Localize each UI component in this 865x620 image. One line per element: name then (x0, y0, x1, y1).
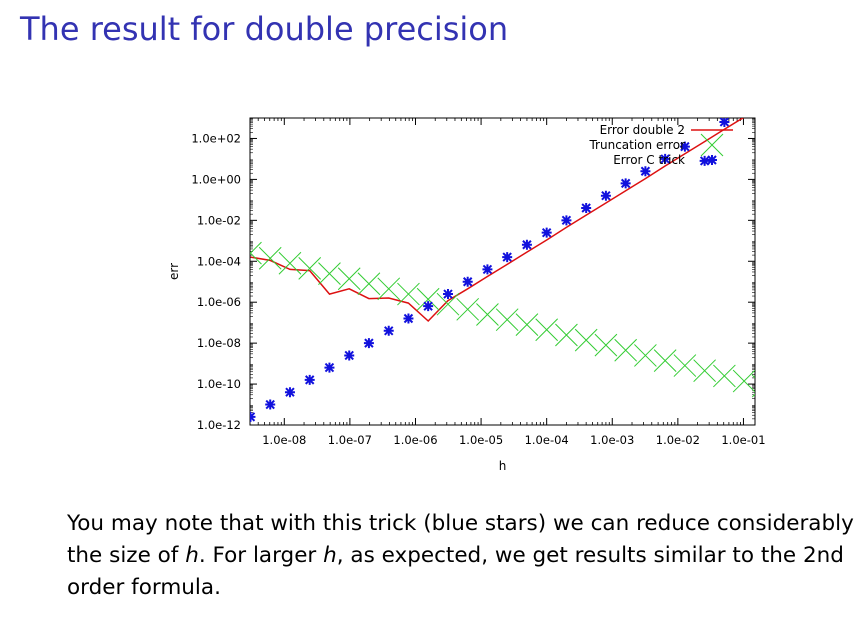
y-tick-label: 1.0e-02 (197, 213, 241, 227)
x-tick-label: 1.0e-08 (262, 433, 306, 447)
caption-part-3: , as expected, we get results similar to… (67, 543, 844, 600)
x-tick-label: 1.0e-02 (656, 433, 700, 447)
x-tick-label: 1.0e-06 (393, 433, 437, 447)
series-2 (250, 105, 749, 422)
series-point (298, 257, 322, 280)
series-point (265, 399, 276, 410)
plot-frame (249, 117, 756, 426)
series-point (324, 362, 335, 373)
series-point (713, 364, 736, 388)
series-point (403, 313, 414, 324)
series-point (476, 303, 499, 326)
series-point (620, 178, 631, 189)
y-tick-label: 1.0e-08 (197, 336, 241, 350)
series-point (594, 333, 618, 357)
series-point (541, 227, 552, 238)
legend-star-sample (707, 155, 717, 165)
series-point (600, 190, 611, 201)
series-point (653, 349, 677, 372)
series-point (258, 246, 282, 270)
x-tick-label: 1.0e-07 (328, 433, 372, 447)
series-0 (250, 118, 745, 323)
y-axis-label: err (167, 263, 181, 280)
series-point (535, 318, 559, 342)
x-tick-label: 1.0e-05 (459, 433, 503, 447)
y-tick-label: 1.0e-06 (197, 295, 241, 309)
legend-cross-sample (700, 133, 724, 157)
y-tick-label: 1.0e+02 (191, 131, 241, 145)
series-layer (250, 105, 755, 422)
series-point (423, 301, 434, 312)
series-point (442, 289, 453, 300)
legend-label: Truncation error (588, 138, 685, 152)
series-point (574, 328, 598, 352)
series-point (250, 411, 256, 422)
series-point (337, 267, 361, 291)
series-point (383, 325, 394, 336)
series-point (377, 277, 401, 301)
series-point (679, 141, 690, 152)
y-tick-label: 1.0e-12 (197, 418, 241, 432)
x-axis-label: h (499, 459, 507, 473)
series-1 (250, 241, 755, 398)
y-ticks: 1.0e-12 1.0e-10 1.0e-08 1.0e-06 1.0e-04 1.0e-… (191, 118, 755, 432)
series-point (462, 276, 473, 287)
caption-h-1: h (185, 543, 199, 568)
caption-h-2: h (323, 543, 337, 568)
y-tick-label: 1.0e+00 (191, 172, 241, 186)
series-point (250, 241, 262, 265)
series-point (318, 262, 341, 285)
caption-part-2: . For larger (198, 543, 324, 568)
series-point (660, 153, 671, 164)
legend-label: Error double 2 (600, 123, 685, 137)
series-point (581, 203, 592, 214)
series-point (344, 350, 355, 361)
x-ticks: 1.0e-08 1.0e-07 1.0e-06 1.0e-05 1.0e-04 1.0e-… (249, 118, 766, 447)
error-chart: 1.0e-08 1.0e-07 1.0e-06 1.0e-05 1.0e-04 1.0e-… (167, 105, 766, 473)
x-tick-label: 1.0e-03 (590, 433, 634, 447)
series-point (502, 252, 513, 263)
series-point (436, 292, 460, 316)
series-point (699, 155, 710, 166)
series-point (416, 287, 440, 311)
series-point (555, 323, 578, 347)
y-tick-label: 1.0e-10 (197, 377, 241, 391)
series-point (515, 313, 539, 337)
caption-part-1: You may note that with this trick (blue … (67, 511, 854, 568)
slide-title: The result for double precision (20, 10, 509, 48)
series-point (456, 297, 480, 321)
x-tick-label: 1.0e-01 (721, 433, 765, 447)
series-point (521, 239, 532, 250)
series-point (357, 272, 381, 296)
series-point (363, 338, 374, 349)
series-point (732, 369, 755, 393)
series-point (495, 308, 519, 332)
caption-text: You may note that with this trick (blue … (67, 508, 857, 604)
series-point (284, 387, 295, 398)
series-point (634, 344, 657, 367)
series-point (278, 251, 302, 275)
series-point (640, 166, 651, 177)
series-point (397, 282, 420, 306)
y-tick-label: 1.0e-04 (197, 254, 241, 268)
series-point (739, 105, 749, 115)
legend-label: Error C trick (613, 153, 685, 167)
series-point (693, 359, 716, 383)
series-point (561, 215, 572, 226)
plot-border (249, 117, 756, 426)
series-point (482, 264, 493, 275)
x-tick-label: 1.0e-04 (525, 433, 569, 447)
series-point (614, 338, 638, 362)
series-line (250, 118, 745, 323)
series-point (719, 118, 730, 127)
series-point (304, 374, 315, 385)
series-point (673, 354, 697, 377)
